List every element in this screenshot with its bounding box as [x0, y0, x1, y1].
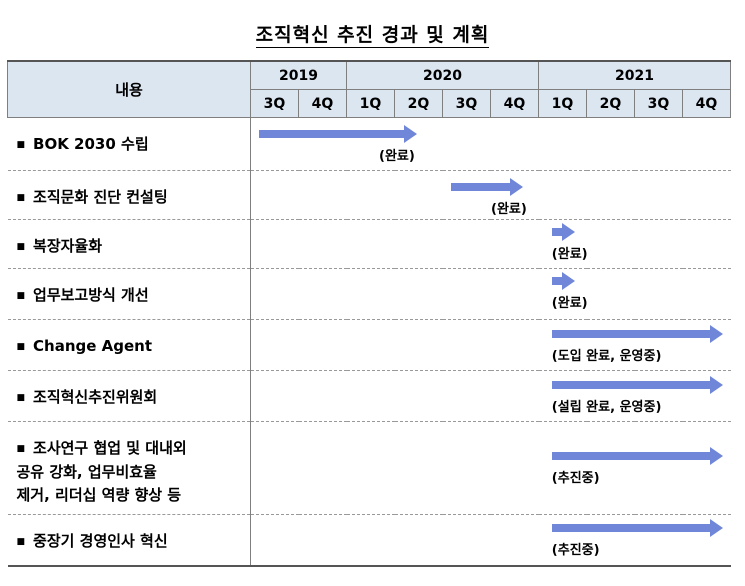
- task-label-line: ■ 복장자율화: [17, 235, 251, 259]
- bullet-icon: ■: [16, 242, 26, 252]
- quarter-header: 2Q: [394, 89, 443, 118]
- bullet-icon: ■: [16, 193, 26, 203]
- task-row: ■ 업무보고방식 개선 (완료): [7, 268, 731, 320]
- task-label-line: 공유 강화, 업무비효율: [17, 461, 251, 484]
- status-note: (완료): [491, 202, 527, 217]
- bullet-icon: ■: [16, 393, 26, 403]
- task-label-text: Change Agent: [33, 337, 153, 355]
- page-title: 조직혁신 추진 경과 및 계획: [255, 24, 490, 48]
- task-label-line: ■ 중장기 경영인사 혁신: [17, 530, 251, 554]
- quarter-header: 4Q: [490, 89, 539, 118]
- quarter-header: 1Q: [538, 89, 587, 118]
- bullet-icon: ■: [16, 537, 26, 547]
- task-row: ■ BOK 2030 수립 (완료): [7, 117, 731, 171]
- bullet-icon: ■: [16, 291, 26, 301]
- bullet-icon: ■: [16, 342, 26, 352]
- timeline-cell: (완료): [250, 219, 731, 269]
- quarter-header: 3Q: [250, 89, 299, 118]
- quarter-header: 3Q: [634, 89, 683, 118]
- task-label-text: 조사연구 협업 및 대내외: [33, 439, 187, 457]
- task-label-text: 중장기 경영인사 혁신: [33, 532, 168, 550]
- task-label-text: 조직문화 진단 컨설팅: [33, 188, 168, 206]
- bullet-icon: ■: [16, 444, 26, 454]
- task-label-text: BOK 2030 수립: [33, 135, 149, 153]
- quarter-header: 3Q: [442, 89, 491, 118]
- task-label-text: 업무보고방식 개선: [33, 286, 149, 304]
- task-label-text: 조직혁신추진위원회: [33, 388, 158, 406]
- status-note: (완료): [551, 247, 588, 262]
- timeline-cell: (도입 완료, 운영중): [250, 319, 731, 371]
- timeline-cell: (완료): [250, 268, 731, 320]
- status-note: (완료): [551, 296, 588, 311]
- status-note: (완료): [379, 149, 415, 164]
- content-header: 내용: [7, 60, 251, 118]
- year-header: 2019: [250, 60, 347, 90]
- task-label-line: ■ 조사연구 협업 및 대내외: [17, 437, 251, 461]
- task-row: ■ 중장기 경영인사 혁신 (추진중): [7, 514, 731, 567]
- task-label-line: ■ Change Agent: [17, 335, 251, 359]
- timeline-cell: (완료): [250, 170, 731, 220]
- task-label-cell: ■ 중장기 경영인사 혁신: [7, 514, 251, 567]
- task-label-line: 제거, 리더십 역량 향상 등: [17, 484, 251, 507]
- task-label-cell: ■ 조직혁신추진위원회: [7, 370, 251, 422]
- bullet-icon: ■: [16, 140, 26, 150]
- task-label-line: ■ 업무보고방식 개선: [17, 284, 251, 308]
- year-header: 2020: [346, 60, 539, 90]
- task-row: ■ 조직문화 진단 컨설팅 (완료): [7, 170, 731, 220]
- year-header: 2021: [538, 60, 731, 90]
- status-note: (설립 완료, 운영중): [551, 400, 662, 415]
- task-label-text: 공유 강화, 업무비효율: [16, 463, 157, 481]
- task-label-cell: ■ 업무보고방식 개선: [7, 268, 251, 320]
- quarter-header: 2Q: [586, 89, 635, 118]
- status-note: (추진중): [551, 543, 600, 558]
- task-label-cell: ■ BOK 2030 수립: [7, 117, 251, 171]
- task-label-cell: ■ 복장자율화: [7, 219, 251, 269]
- task-label-line: ■ BOK 2030 수립: [17, 133, 251, 157]
- timeline-cell: (추진중): [250, 421, 731, 515]
- task-label-text: 복장자율화: [33, 237, 103, 255]
- task-row: ■ 조직혁신추진위원회 (설립 완료, 운영중): [7, 370, 731, 422]
- timeline-cell: (추진중): [250, 514, 731, 567]
- quarter-header: 4Q: [682, 89, 731, 118]
- status-note: (추진중): [551, 471, 600, 486]
- quarter-header: 4Q: [298, 89, 347, 118]
- roadmap-table: 내용 2019 2020 2021 3Q 4Q 1Q 2Q 3Q 4Q 1Q 2…: [7, 60, 731, 567]
- task-label-line: ■ 조직문화 진단 컨설팅: [17, 186, 251, 210]
- task-label-text: 제거, 리더십 역량 향상 등: [16, 486, 182, 504]
- task-label-cell: ■ 조직문화 진단 컨설팅: [7, 170, 251, 220]
- task-row: ■ Change Agent (도입 완료, 운영중): [7, 319, 731, 371]
- task-label-line: ■ 조직혁신추진위원회: [17, 386, 251, 410]
- task-rows: ■ BOK 2030 수립 (완료) ■ 조직문화 진단 컨설팅 (완료) ■ 복장자율화 (완…: [7, 117, 731, 567]
- timeline-cell: (완료): [250, 117, 731, 171]
- status-note: (도입 완료, 운영중): [551, 349, 662, 364]
- task-row: ■ 복장자율화 (완료): [7, 219, 731, 269]
- quarter-header: 1Q: [346, 89, 395, 118]
- timeline-cell: (설립 완료, 운영중): [250, 370, 731, 422]
- task-label-cell: ■ Change Agent: [7, 319, 251, 371]
